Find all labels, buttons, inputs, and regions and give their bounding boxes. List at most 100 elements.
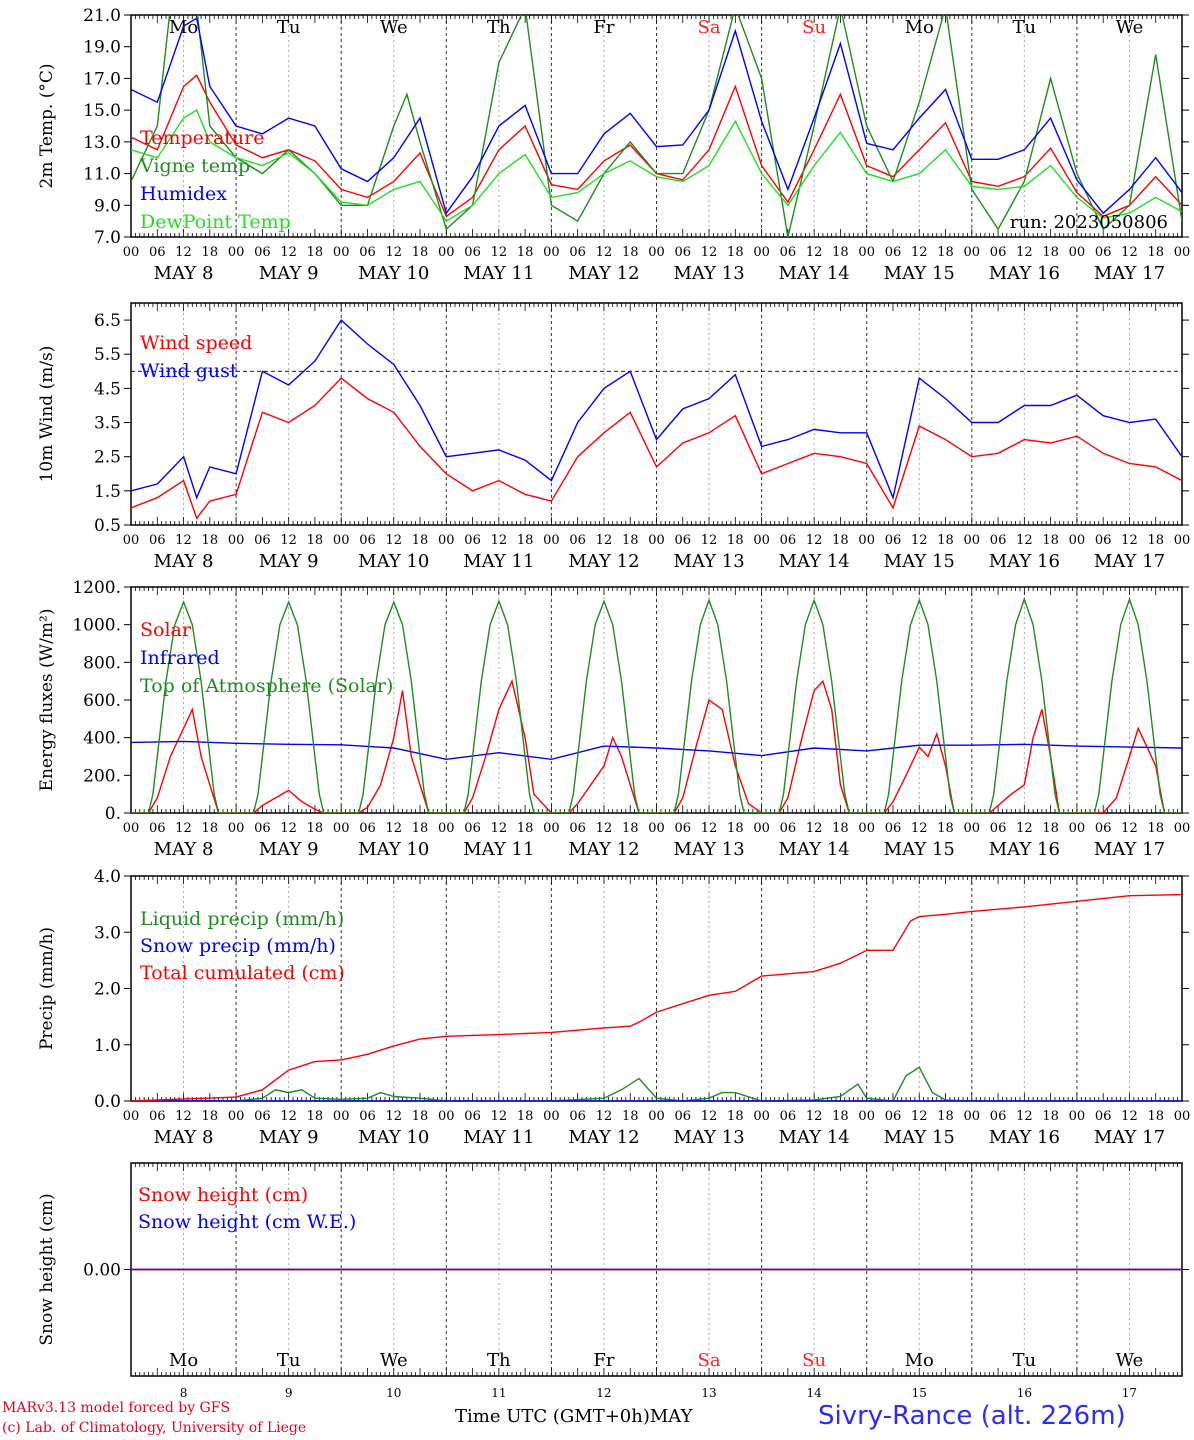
y-axis-label: Energy fluxes (W/m²) bbox=[37, 609, 57, 792]
hour-tick-label: 18 bbox=[622, 1109, 639, 1124]
hour-tick-label: 12 bbox=[1016, 1109, 1033, 1124]
hour-tick-label: 00 bbox=[543, 245, 560, 260]
legend-entry: Temperature bbox=[140, 127, 264, 149]
date-label: MAY 16 bbox=[989, 263, 1060, 284]
date-label: MAY 9 bbox=[259, 551, 319, 572]
hour-tick-label: 18 bbox=[937, 1109, 954, 1124]
run-annotation: run: 2023050806 bbox=[1010, 212, 1168, 233]
time-axis-text: Time UTC (GMT+0h) bbox=[455, 1406, 650, 1427]
hour-tick-label: 00 bbox=[858, 821, 875, 836]
weekday-label: Sa bbox=[698, 17, 721, 38]
date-label: MAY 10 bbox=[358, 551, 429, 572]
hour-tick-label: 18 bbox=[412, 533, 429, 548]
hour-tick-label: 18 bbox=[202, 533, 219, 548]
hour-tick-label: 18 bbox=[1147, 1109, 1164, 1124]
legend-entry: Top of Atmosphere (Solar) bbox=[140, 675, 393, 697]
series-line bbox=[131, 74, 1182, 218]
date-label: MAY 17 bbox=[1094, 839, 1165, 860]
series-line bbox=[131, 740, 1182, 761]
date-label: MAY 8 bbox=[154, 839, 214, 860]
date-label: MAY 9 bbox=[259, 839, 319, 860]
hour-tick-label: 00 bbox=[438, 821, 455, 836]
hour-tick-label: 12 bbox=[596, 245, 613, 260]
y-tick-label: 9.0 bbox=[94, 196, 121, 216]
weekday-label: Mo bbox=[905, 17, 934, 38]
date-label: MAY 11 bbox=[463, 1127, 534, 1148]
hour-tick-label: 06 bbox=[675, 533, 692, 548]
hour-tick-label: 06 bbox=[990, 533, 1007, 548]
hour-tick-label: 06 bbox=[885, 245, 902, 260]
weekday-label: Fr bbox=[593, 17, 614, 38]
y-tick-label: 15.0 bbox=[83, 101, 121, 121]
hour-tick-label: 18 bbox=[202, 821, 219, 836]
legend-entry: Wind gust bbox=[140, 360, 238, 382]
legend-entry: Snow height (cm) bbox=[138, 1184, 308, 1206]
hour-tick-label: 00 bbox=[228, 245, 245, 260]
y-tick-label: 7.0 bbox=[94, 228, 121, 248]
legend-entry: Humidex bbox=[140, 183, 227, 205]
hour-tick-label: 18 bbox=[202, 1109, 219, 1124]
hour-tick-label: 18 bbox=[832, 1109, 849, 1124]
weekday-label: We bbox=[380, 17, 408, 38]
hour-tick-label: 18 bbox=[307, 533, 324, 548]
hour-tick-label: 18 bbox=[412, 245, 429, 260]
panel-energy: 0. 200. 400. 600. 800. 1000. 1200. Energy fluxe… bbox=[37, 578, 1190, 860]
hour-tick-label: 06 bbox=[254, 821, 271, 836]
hour-tick-label: 18 bbox=[1042, 533, 1059, 548]
hour-tick-label: 18 bbox=[202, 245, 219, 260]
day-number-label: 9 bbox=[285, 1386, 293, 1400]
hour-tick-label: 18 bbox=[1042, 821, 1059, 836]
month-label: MAY bbox=[649, 1406, 693, 1427]
hour-tick-label: 12 bbox=[1121, 245, 1138, 260]
hour-tick-label: 06 bbox=[780, 1109, 797, 1124]
y-axis-label: Snow height (cm) bbox=[37, 1193, 57, 1345]
hour-tick-label: 06 bbox=[464, 1109, 481, 1124]
hour-tick-label: 18 bbox=[412, 1109, 429, 1124]
hour-tick-label: 00 bbox=[438, 533, 455, 548]
hour-tick-label: 12 bbox=[596, 821, 613, 836]
y-tick-label: 400. bbox=[83, 729, 121, 749]
weekday-label: Th bbox=[487, 17, 511, 38]
day-number-label: 17 bbox=[1122, 1386, 1137, 1400]
hour-tick-label: 12 bbox=[701, 1109, 718, 1124]
hour-tick-label: 00 bbox=[648, 245, 665, 260]
y-tick-label: 19.0 bbox=[83, 38, 121, 58]
date-label: MAY 8 bbox=[154, 551, 214, 572]
hour-tick-label: 06 bbox=[675, 245, 692, 260]
date-label: MAY 12 bbox=[568, 551, 639, 572]
hour-tick-label: 18 bbox=[517, 533, 534, 548]
date-label: MAY 16 bbox=[989, 839, 1060, 860]
hour-tick-label: 12 bbox=[280, 1109, 297, 1124]
y-tick-label: 11.0 bbox=[83, 165, 121, 185]
hour-tick-label: 06 bbox=[149, 245, 166, 260]
hour-tick-label: 18 bbox=[1147, 533, 1164, 548]
date-label: MAY 15 bbox=[884, 263, 955, 284]
hour-tick-label: 12 bbox=[701, 533, 718, 548]
hour-tick-label: 12 bbox=[1016, 821, 1033, 836]
hour-tick-label: 00 bbox=[648, 533, 665, 548]
hour-tick-label: 00 bbox=[543, 1109, 560, 1124]
time-axis-label: Time UTC (GMT+0h)MAY bbox=[455, 1406, 692, 1427]
hour-tick-label: 00 bbox=[123, 1109, 140, 1124]
hour-tick-label: 12 bbox=[175, 245, 192, 260]
hour-tick-label: 00 bbox=[1069, 533, 1086, 548]
hour-tick-label: 00 bbox=[964, 1109, 981, 1124]
hour-tick-label: 12 bbox=[1016, 245, 1033, 260]
date-label: MAY 8 bbox=[154, 1127, 214, 1148]
y-tick-label: 17.0 bbox=[83, 69, 121, 89]
hour-tick-label: 00 bbox=[964, 245, 981, 260]
y-tick-label: 1.0 bbox=[94, 1036, 121, 1056]
y-tick-label: 0.5 bbox=[94, 516, 121, 536]
y-tick-label: 1200. bbox=[72, 578, 121, 598]
day-number-label: 13 bbox=[701, 1386, 716, 1400]
legend-entry: Snow height (cm W.E.) bbox=[138, 1211, 356, 1233]
y-axis-label: 10m Wind (m/s) bbox=[37, 346, 57, 483]
hour-tick-label: 00 bbox=[333, 1109, 350, 1124]
hour-tick-label: 12 bbox=[175, 821, 192, 836]
y-tick-label: 2.5 bbox=[94, 448, 121, 468]
hour-tick-label: 00 bbox=[438, 245, 455, 260]
hour-tick-label: 00 bbox=[123, 245, 140, 260]
hour-tick-label: 18 bbox=[727, 1109, 744, 1124]
hour-tick-label: 00 bbox=[858, 533, 875, 548]
legend-entry: Infrared bbox=[140, 647, 220, 669]
